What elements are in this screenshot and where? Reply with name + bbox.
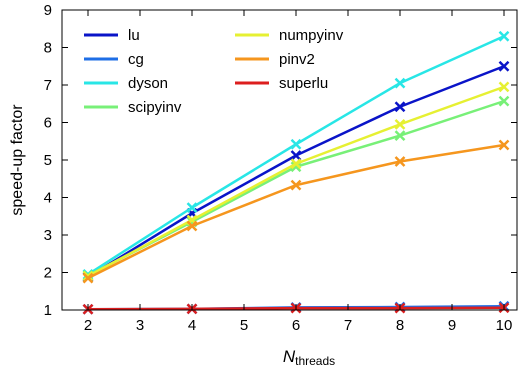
data-point-numpyinv xyxy=(394,118,406,130)
y-tick-label: 6 xyxy=(44,115,52,132)
x-axis-label-main: N xyxy=(283,347,296,366)
data-point-numpyinv xyxy=(290,158,302,170)
x-tick-label: 2 xyxy=(84,317,92,334)
legend-label-lu: lu xyxy=(128,27,140,44)
y-tick-label: 9 xyxy=(44,2,52,19)
x-tick-label: 10 xyxy=(496,317,513,334)
legend-label-scipyinv: scipyinv xyxy=(128,99,182,116)
legend-label-numpyinv: numpyinv xyxy=(279,27,344,44)
x-axis-label-subscript: threads xyxy=(295,354,335,368)
series-line-scipyinv xyxy=(87,99,505,277)
legend: lu cg dyson scipyinv numpyinv pinv2 superlu xyxy=(84,27,344,116)
y-tick-label: 1 xyxy=(44,302,52,319)
y-tick-label: 4 xyxy=(44,190,52,207)
legend-label-dyson: dyson xyxy=(128,75,168,92)
series-line-lu xyxy=(87,65,505,279)
x-tick-label: 4 xyxy=(188,317,196,334)
y-tick-label: 8 xyxy=(44,40,52,57)
data-point-dyson xyxy=(186,202,198,214)
x-tick-label: 5 xyxy=(240,317,248,334)
legend-label-pinv2: pinv2 xyxy=(279,51,315,68)
x-axis-label: Nthreads xyxy=(283,347,335,368)
x-tick-label: 7 xyxy=(344,317,352,334)
x-tick-label: 3 xyxy=(136,317,144,334)
data-point-pinv2 xyxy=(498,139,510,151)
data-point-numpyinv xyxy=(498,81,510,93)
x-tick-label: 6 xyxy=(292,317,300,334)
data-point-dyson xyxy=(394,77,406,89)
y-tick-label: 5 xyxy=(44,152,52,169)
axis-ticks: 2 3 4 5 6 7 8 9 10 1 2 3 4 5 6 7 8 9 xyxy=(44,2,517,334)
data-point-pinv2 xyxy=(186,220,198,232)
y-tick-label: 2 xyxy=(44,265,52,282)
data-point-dyson xyxy=(290,138,302,150)
data-point-lu xyxy=(290,150,302,161)
y-axis-label: speed-up factor xyxy=(9,104,26,216)
data-point-pinv2 xyxy=(82,272,94,284)
legend-label-cg: cg xyxy=(128,51,144,68)
data-point-dyson xyxy=(498,30,510,42)
data-point-pinv2 xyxy=(394,156,406,167)
data-point-scipyinv xyxy=(498,95,510,107)
x-tick-label: 8 xyxy=(396,317,404,334)
data-point-scipyinv xyxy=(394,130,406,142)
x-tick-label: 9 xyxy=(448,317,456,334)
data-point-numpyinv xyxy=(82,270,94,282)
legend-label-superlu: superlu xyxy=(279,75,328,92)
data-point-lu xyxy=(498,60,510,72)
y-tick-label: 7 xyxy=(44,77,52,94)
y-tick-label: 3 xyxy=(44,227,52,244)
data-point-lu xyxy=(394,101,406,113)
data-point-pinv2 xyxy=(290,179,302,191)
